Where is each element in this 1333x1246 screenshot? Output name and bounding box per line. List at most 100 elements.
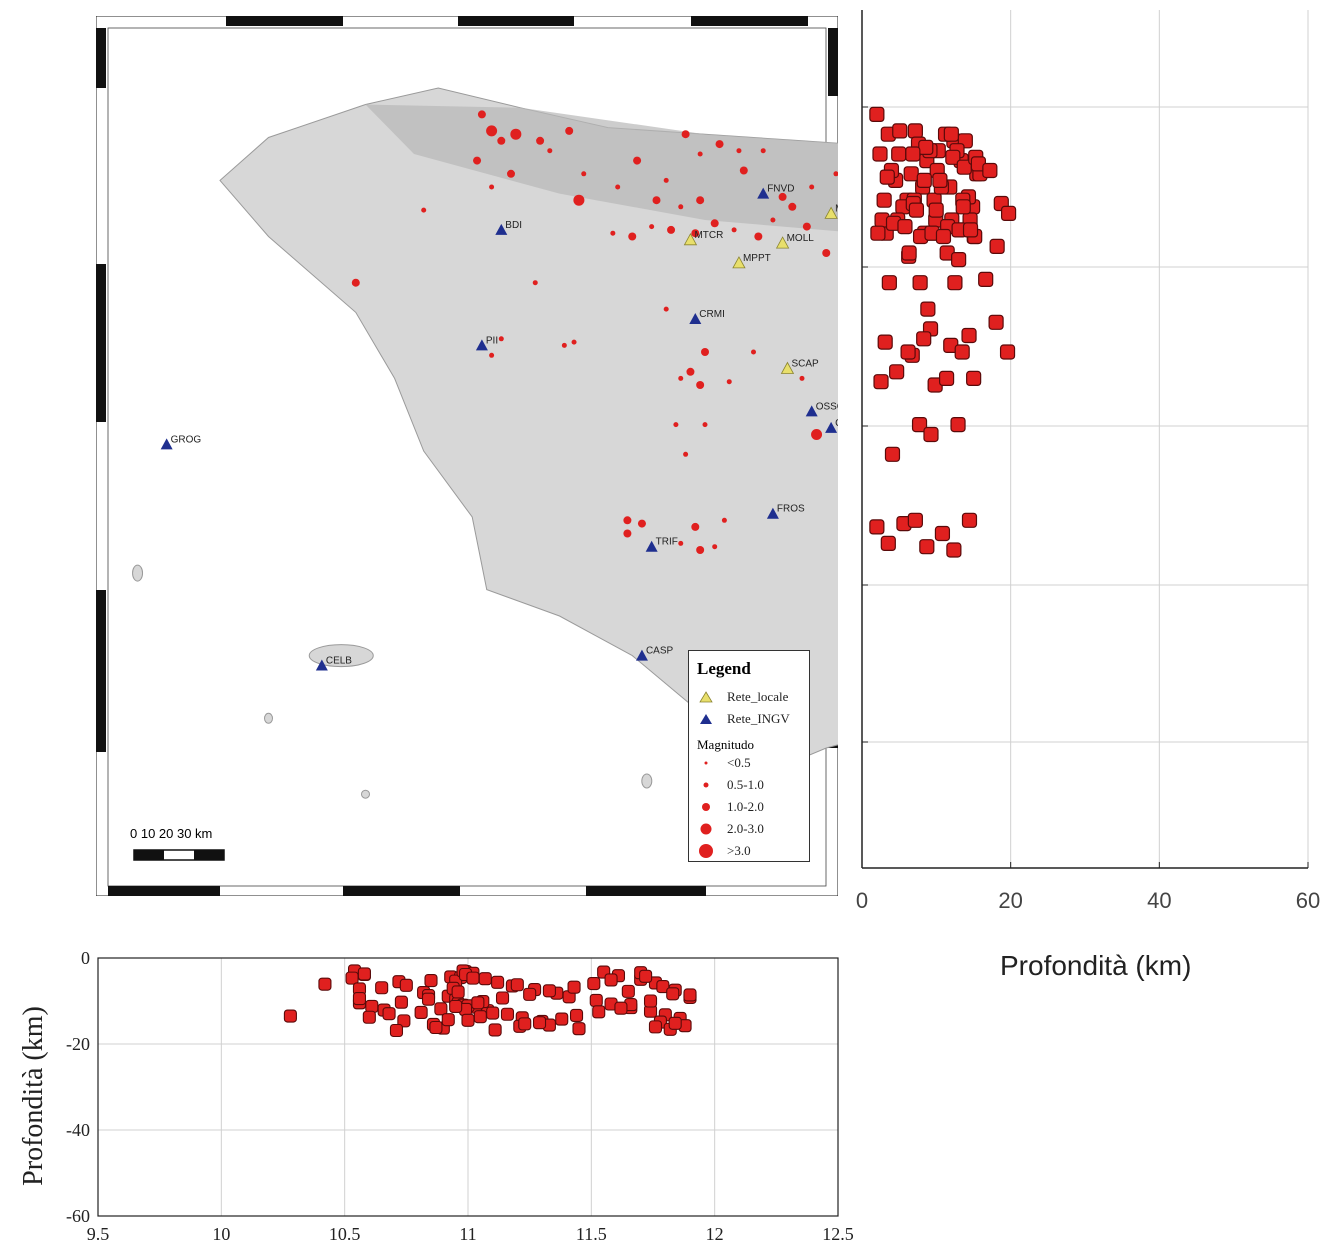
depth-lon-y-tick: 0 bbox=[81, 948, 90, 968]
hypocenter-marker bbox=[441, 1013, 455, 1027]
hypocenter-marker bbox=[542, 984, 556, 998]
station-label: CASP bbox=[646, 646, 674, 657]
station-label: OSSC bbox=[816, 401, 838, 412]
ingv-station-marker bbox=[689, 313, 702, 324]
earthquake-epicenter bbox=[565, 126, 574, 135]
hypocenter-marker bbox=[982, 162, 998, 179]
hypocenter-marker bbox=[532, 1016, 547, 1030]
hypocenter-marker bbox=[362, 1010, 376, 1024]
hypocenter-marker bbox=[880, 535, 896, 552]
earthquake-epicenter bbox=[788, 202, 797, 211]
hypocenter-marker bbox=[911, 417, 928, 433]
legend-mag-3: 2.0-3.0 bbox=[699, 821, 764, 837]
earthquake-epicenter bbox=[683, 451, 689, 457]
elba-island bbox=[308, 644, 374, 668]
hypocenter-marker bbox=[881, 275, 897, 291]
hypocenter-marker bbox=[989, 238, 1005, 254]
hypocenter-marker bbox=[950, 417, 966, 433]
hypocenter-marker bbox=[345, 971, 359, 985]
hypocenter-marker bbox=[510, 978, 524, 992]
hypocenter-marker bbox=[879, 169, 895, 185]
hypocenter-marker bbox=[947, 275, 963, 291]
depth-longitude-canvas: 9.5 10 10.5 11 11.5 12 12.5 0 -20 -40 -60 bbox=[66, 948, 854, 1244]
hypocenter-marker bbox=[876, 192, 892, 208]
hypocenter-marker bbox=[869, 519, 885, 535]
hypocenter-marker bbox=[523, 987, 537, 1001]
hypocenter-marker bbox=[938, 370, 955, 386]
hypocenter-marker bbox=[414, 1005, 428, 1019]
station-label: PII bbox=[486, 335, 498, 346]
legend-mag-4: >3.0 bbox=[699, 843, 751, 859]
ingv-station-marker bbox=[825, 421, 838, 433]
station-label: MBEN bbox=[835, 203, 838, 214]
hypocenter-marker bbox=[889, 364, 905, 380]
earthquake-epicenter bbox=[809, 184, 815, 190]
earthquake-epicenter bbox=[696, 381, 705, 389]
hypocenter-marker bbox=[555, 1012, 569, 1026]
hypocenter-marker bbox=[434, 1002, 448, 1016]
hypocenter-marker bbox=[375, 981, 389, 995]
earthquake-epicenter bbox=[678, 375, 684, 381]
hypocenter-marker bbox=[912, 275, 928, 291]
hypocenter-marker bbox=[961, 512, 978, 528]
hypocenter-marker bbox=[978, 271, 994, 287]
hypocenter-marker bbox=[916, 172, 932, 188]
station-label: FROS bbox=[777, 504, 805, 515]
hypocenter-marker bbox=[473, 1010, 487, 1024]
earthquake-epicenter bbox=[799, 375, 805, 381]
dot-icon bbox=[700, 823, 712, 835]
earthquake-epicenter bbox=[739, 166, 748, 175]
earthquake-epicenter bbox=[497, 136, 506, 145]
hypocenter-marker bbox=[932, 172, 948, 188]
earthquake-epicenter bbox=[489, 184, 495, 190]
hypocenter-marker bbox=[951, 252, 967, 268]
hypocenter-marker bbox=[869, 106, 885, 123]
earthquake-epicenter bbox=[696, 196, 705, 205]
hypocenter-marker bbox=[962, 222, 979, 238]
station-label: FNVD bbox=[767, 184, 794, 195]
earthquake-epicenter bbox=[637, 519, 646, 528]
dot-icon bbox=[703, 782, 709, 788]
tuscany-landmass bbox=[219, 87, 838, 775]
legend-local: Rete_locale bbox=[699, 689, 788, 705]
depth-lat-x-tick: 40 bbox=[1147, 888, 1171, 913]
earthquake-epicenter bbox=[561, 342, 567, 348]
ingv-station-marker bbox=[635, 649, 648, 661]
local-station-marker bbox=[683, 232, 698, 246]
earthquake-epicenter bbox=[712, 544, 718, 550]
seismicity-map: 44.50044.00043.50043.00042.50010.00010.5… bbox=[96, 16, 838, 896]
hypocenter-marker bbox=[919, 539, 935, 555]
hypocenter-marker bbox=[908, 202, 925, 218]
hypocenter-marker bbox=[916, 331, 932, 347]
hypocenter-marker bbox=[592, 1005, 606, 1019]
blue-triangle-icon bbox=[700, 714, 712, 724]
depth-lon-x-tick: 10 bbox=[212, 1224, 230, 1244]
hypocenter-marker bbox=[569, 1008, 584, 1022]
station-label: TRIF bbox=[656, 537, 678, 548]
earthquake-epicenter bbox=[710, 219, 719, 228]
earthquake-epicenter bbox=[489, 352, 495, 358]
station-label: MPPT bbox=[743, 253, 771, 264]
hypocenter-marker bbox=[421, 992, 436, 1006]
hypocenter-marker bbox=[946, 542, 962, 558]
earthquake-epicenter bbox=[573, 194, 585, 206]
ingv-station-marker bbox=[805, 405, 818, 417]
earthquake-epicenter bbox=[581, 171, 587, 177]
earthquake-epicenter bbox=[486, 125, 498, 137]
hypocenter-marker bbox=[451, 985, 465, 999]
earthquake-epicenter bbox=[736, 148, 742, 154]
earthquake-epicenter bbox=[615, 184, 621, 190]
hypocenter-marker bbox=[587, 976, 601, 991]
hypocenter-marker bbox=[907, 512, 923, 528]
depth-latitude-plot: 0 20 40 60 bbox=[852, 10, 1322, 940]
depth-longitude-ylabel: Profondità (km) bbox=[18, 1006, 49, 1186]
earthquake-epicenter bbox=[351, 278, 360, 287]
hypocenter-marker bbox=[589, 993, 603, 1007]
hypocenter-marker bbox=[666, 987, 680, 1001]
hypocenter-marker bbox=[870, 225, 886, 241]
station-label: SCAP bbox=[791, 359, 819, 370]
earthquake-epicenter bbox=[715, 140, 724, 149]
local-station-marker bbox=[775, 236, 790, 249]
depth-lon-x-tick: 9.5 bbox=[87, 1224, 110, 1244]
hypocenter-marker bbox=[500, 1007, 515, 1021]
